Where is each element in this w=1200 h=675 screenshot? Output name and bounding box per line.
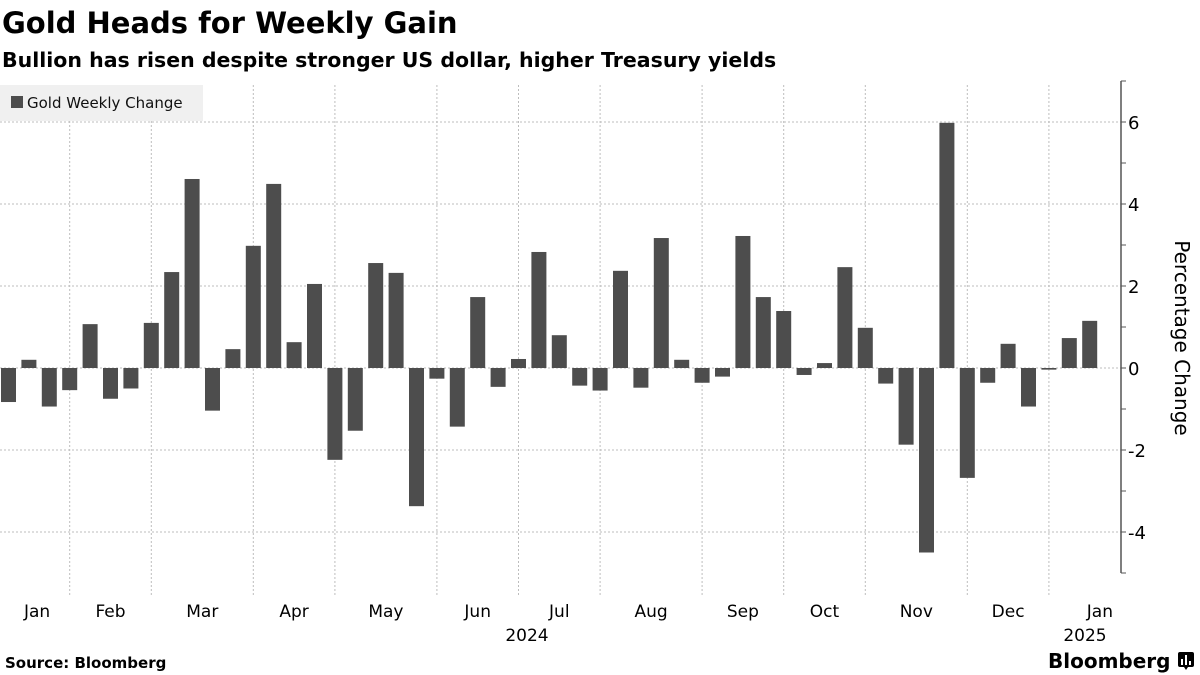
bar: [1061, 338, 1077, 368]
bar: [817, 363, 832, 368]
logo-wordmark: Bloomberg: [1048, 649, 1170, 673]
bar: [919, 368, 934, 553]
month-label: Nov: [900, 602, 933, 622]
y-tick-label: 4: [1128, 195, 1139, 216]
y-axis-label: Percentage Change: [1170, 240, 1194, 435]
bar: [429, 368, 445, 379]
y-tick-label: 6: [1128, 113, 1139, 134]
bar: [62, 368, 78, 391]
bar: [1021, 368, 1036, 407]
bar: [21, 359, 37, 368]
month-label: Oct: [810, 602, 840, 622]
year-label: 2025: [1063, 626, 1106, 646]
bar: [511, 358, 526, 368]
bar: [796, 368, 812, 375]
bar: [592, 368, 608, 391]
bar: [409, 368, 424, 507]
bar: [103, 368, 118, 399]
bar: [490, 368, 506, 387]
bar: [205, 368, 220, 411]
bars: [1, 122, 1098, 553]
bar: [674, 359, 690, 368]
legend-swatch: [11, 96, 23, 108]
month-label: Mar: [186, 602, 218, 622]
bar: [1000, 343, 1016, 368]
bar: [82, 324, 98, 368]
legend-label: Gold Weekly Change: [27, 94, 183, 112]
month-label: Apr: [279, 602, 308, 622]
bar: [715, 368, 730, 377]
month-label: May: [368, 602, 403, 622]
y-tick-label: 2: [1128, 277, 1139, 298]
bar: [776, 311, 792, 368]
month-label: Jan: [23, 602, 50, 622]
y-axis: -4 -2 0 2 4 6: [1120, 80, 1146, 574]
bar: [735, 235, 751, 368]
x-axis: Jan Feb Mar Apr May Jun Jul Aug Sep Oct Nov Dec Jan 2…: [23, 602, 1113, 646]
bar: [531, 251, 547, 368]
bar: [307, 283, 322, 368]
bar: [449, 368, 465, 427]
bar: [959, 368, 975, 478]
month-label: Dec: [992, 602, 1025, 622]
bar: [225, 349, 241, 368]
y-tick-label: -2: [1128, 441, 1146, 462]
month-label: Aug: [634, 602, 667, 622]
month-label: Sep: [727, 602, 759, 622]
bar: [613, 270, 628, 368]
bar: [694, 368, 710, 383]
bar: [837, 267, 853, 368]
bloomberg-chart-icon: [1178, 652, 1194, 670]
bar: [266, 183, 282, 368]
bar: [388, 272, 404, 368]
bar: [164, 272, 180, 368]
year-label: 2024: [505, 626, 548, 646]
chart-title: Gold Heads for Weekly Gain: [2, 6, 458, 40]
bar: [368, 263, 384, 368]
bloomberg-logo: Bloomberg: [1048, 649, 1194, 673]
y-tick-label: -4: [1128, 523, 1146, 544]
source-note: Source: Bloomberg: [5, 654, 166, 672]
bar: [184, 178, 200, 368]
bar: [551, 335, 567, 368]
bar: [1, 368, 16, 403]
bar: [347, 368, 363, 431]
bar: [41, 368, 57, 407]
bar: [980, 368, 996, 383]
y-tick-label: 0: [1128, 359, 1139, 380]
bar: [1082, 320, 1098, 368]
bar: [1041, 368, 1057, 370]
bar: [857, 327, 873, 368]
chart-subtitle: Bullion has risen despite stronger US do…: [2, 48, 776, 72]
bar: [755, 297, 771, 368]
bar: [653, 238, 669, 368]
bar: [633, 368, 649, 388]
bar: [286, 342, 302, 368]
bar: [143, 322, 159, 368]
bar: [939, 122, 955, 368]
bar: [878, 368, 894, 384]
bar: [327, 368, 343, 460]
legend-background: [0, 85, 203, 121]
month-label: Jul: [548, 602, 570, 622]
bar: [245, 245, 261, 368]
bar: [572, 368, 588, 386]
month-label: Feb: [95, 602, 125, 622]
month-label: Jun: [463, 602, 491, 622]
month-label: Jan: [1086, 602, 1113, 622]
bar: [470, 297, 486, 368]
legend: Gold Weekly Change: [0, 85, 203, 121]
bar: [898, 368, 914, 445]
bar: [123, 368, 139, 389]
